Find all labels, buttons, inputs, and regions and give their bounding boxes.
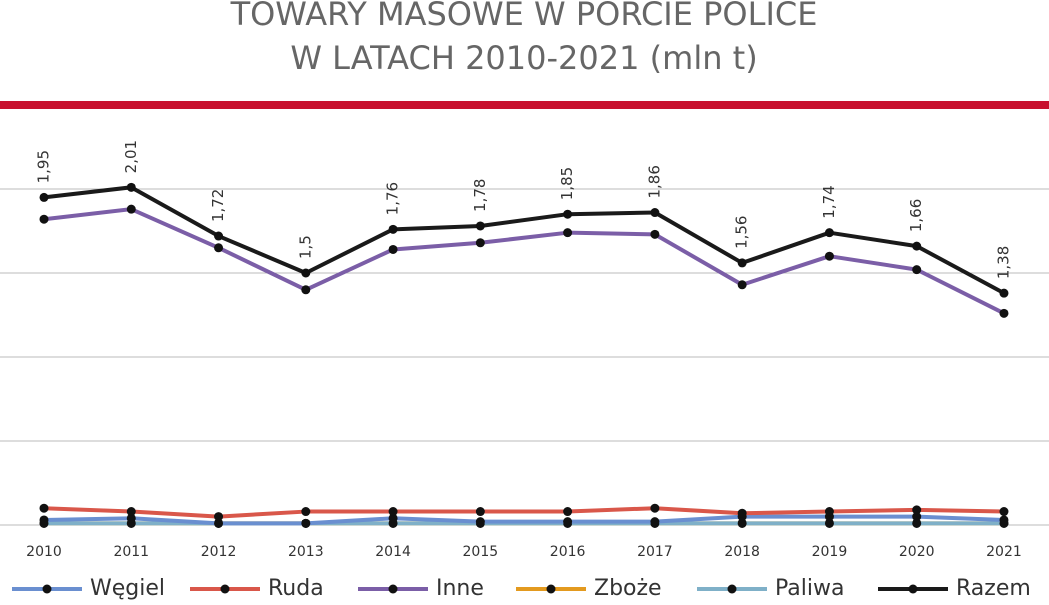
data-point xyxy=(214,512,224,522)
data-point xyxy=(912,265,922,275)
data-point xyxy=(999,308,1009,318)
x-tick-label: 2010 xyxy=(26,544,62,560)
data-label: 1,56 xyxy=(733,216,751,249)
data-point xyxy=(737,258,747,268)
x-tick-label: 2018 xyxy=(724,544,760,560)
x-tick-label: 2021 xyxy=(986,544,1022,560)
header-bar xyxy=(0,101,1049,109)
data-label: 1,76 xyxy=(384,182,402,215)
data-point xyxy=(824,507,834,517)
series-line xyxy=(43,514,1005,526)
data-point xyxy=(126,513,136,523)
data-point xyxy=(563,517,573,527)
data-point xyxy=(126,182,136,192)
data-point xyxy=(563,228,573,238)
data-point xyxy=(475,238,485,248)
x-tick-label: 2016 xyxy=(550,544,586,560)
data-point xyxy=(999,288,1009,298)
data-point xyxy=(475,221,485,231)
data-point xyxy=(912,518,922,528)
data-point xyxy=(912,512,922,522)
x-tick-label: 2012 xyxy=(201,544,237,560)
data-point xyxy=(214,231,224,241)
data-point xyxy=(126,204,136,214)
legend-label: Zboże xyxy=(594,576,662,601)
legend-marker xyxy=(220,584,230,594)
x-tick-label: 2011 xyxy=(113,544,149,560)
legend-label: Ruda xyxy=(268,576,324,601)
data-point xyxy=(388,244,398,254)
data-label: 1,85 xyxy=(558,167,576,200)
data-label: 1,86 xyxy=(645,165,663,198)
data-point xyxy=(650,229,660,239)
x-tick-label: 2013 xyxy=(288,544,324,560)
data-label: 1,78 xyxy=(471,179,489,212)
legend-marker xyxy=(546,584,556,594)
data-point xyxy=(563,507,573,517)
legend-marker xyxy=(727,584,737,594)
data-point xyxy=(214,518,224,528)
chart-title: W LATACH 2010-2021 (mln t) xyxy=(290,39,757,77)
legend-marker xyxy=(42,584,52,594)
data-point xyxy=(475,507,485,517)
data-point xyxy=(999,515,1009,525)
chart-title: TOWARY MASOWE W PORCIE POLICE xyxy=(230,0,818,33)
legend-label: Inne xyxy=(436,576,484,601)
data-point xyxy=(563,209,573,219)
data-label: 1,95 xyxy=(35,150,53,183)
data-point xyxy=(301,285,311,295)
x-tick-label: 2014 xyxy=(375,544,411,560)
data-point xyxy=(301,518,311,528)
data-point xyxy=(39,214,49,224)
data-label: 1,66 xyxy=(907,199,925,232)
data-point xyxy=(650,208,660,218)
data-point xyxy=(301,268,311,278)
data-point xyxy=(737,508,747,518)
legend-label: Węgiel xyxy=(90,576,165,601)
data-label: 2,01 xyxy=(122,140,140,173)
data-point xyxy=(388,224,398,234)
data-point xyxy=(650,503,660,513)
data-point xyxy=(214,243,224,253)
data-point xyxy=(39,192,49,202)
series-line xyxy=(43,207,1005,316)
data-point xyxy=(912,505,922,515)
data-label: 1,72 xyxy=(209,189,227,222)
data-point xyxy=(737,518,747,528)
legend-label: Razem xyxy=(956,576,1031,601)
data-point xyxy=(737,280,747,290)
data-point xyxy=(912,241,922,251)
data-label: 1,38 xyxy=(994,246,1012,279)
data-point xyxy=(650,517,660,527)
data-point xyxy=(301,507,311,517)
data-label: 1,5 xyxy=(296,235,314,259)
x-tick-label: 2017 xyxy=(637,544,673,560)
data-point xyxy=(824,518,834,528)
x-tick-label: 2020 xyxy=(899,544,935,560)
data-label: 1,74 xyxy=(820,185,838,218)
legend-marker xyxy=(908,584,918,594)
data-point xyxy=(126,507,136,517)
legend-marker xyxy=(388,584,398,594)
series-line xyxy=(43,185,1005,295)
x-tick-label: 2015 xyxy=(463,544,499,560)
legend-label: Paliwa xyxy=(775,576,844,601)
data-point xyxy=(39,503,49,513)
x-tick-label: 2019 xyxy=(812,544,848,560)
data-point xyxy=(39,515,49,525)
data-point xyxy=(824,251,834,261)
data-point xyxy=(999,507,1009,517)
data-point xyxy=(475,517,485,527)
data-point xyxy=(388,513,398,523)
data-point xyxy=(824,228,834,238)
data-point xyxy=(388,507,398,517)
series-line xyxy=(43,506,1005,519)
